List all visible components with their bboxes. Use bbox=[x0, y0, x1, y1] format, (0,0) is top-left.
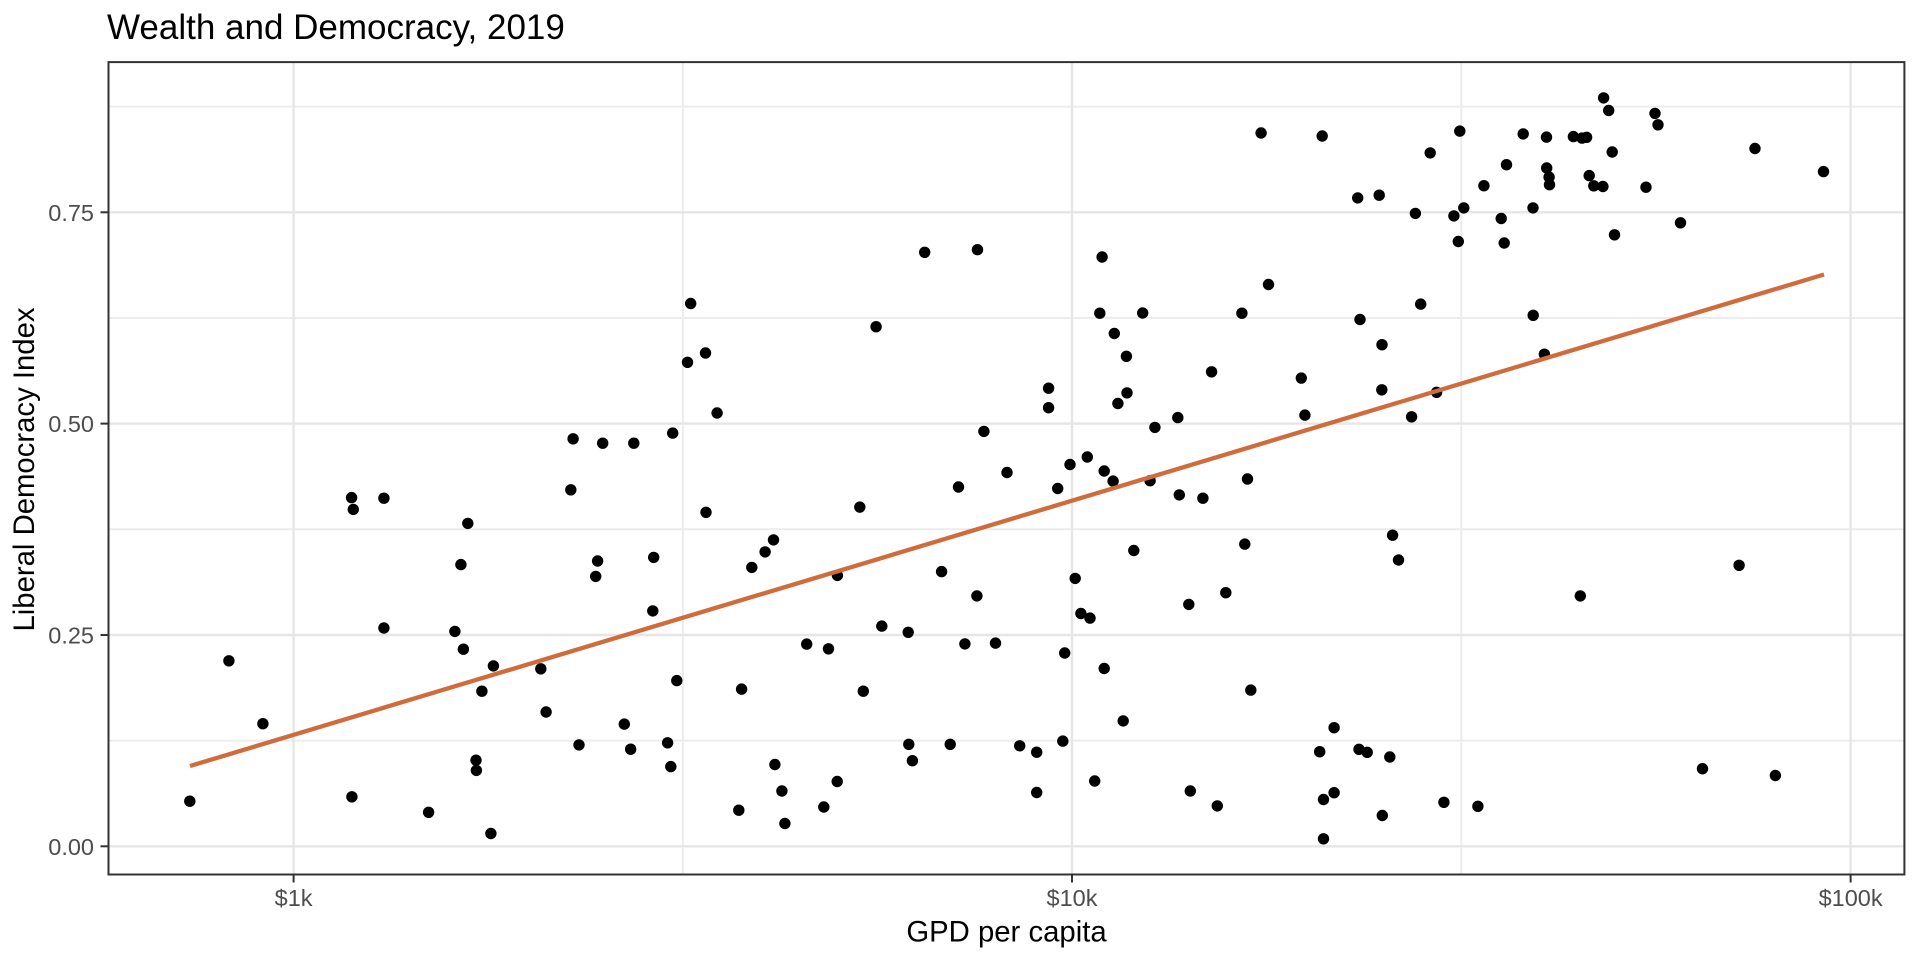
svg-text:0.75: 0.75 bbox=[48, 200, 94, 226]
svg-text:$10k: $10k bbox=[1047, 885, 1098, 911]
svg-text:0.50: 0.50 bbox=[48, 411, 94, 437]
svg-text:0.00: 0.00 bbox=[48, 834, 94, 860]
svg-text:Wealth and Democracy, 2019: Wealth and Democracy, 2019 bbox=[107, 8, 565, 47]
svg-text:GPD per capita: GPD per capita bbox=[906, 916, 1107, 949]
svg-text:0.25: 0.25 bbox=[48, 623, 94, 649]
svg-text:$100k: $100k bbox=[1819, 885, 1883, 911]
svg-text:$1k: $1k bbox=[275, 885, 313, 911]
svg-text:Liberal Democracy Index: Liberal Democracy Index bbox=[8, 307, 41, 631]
